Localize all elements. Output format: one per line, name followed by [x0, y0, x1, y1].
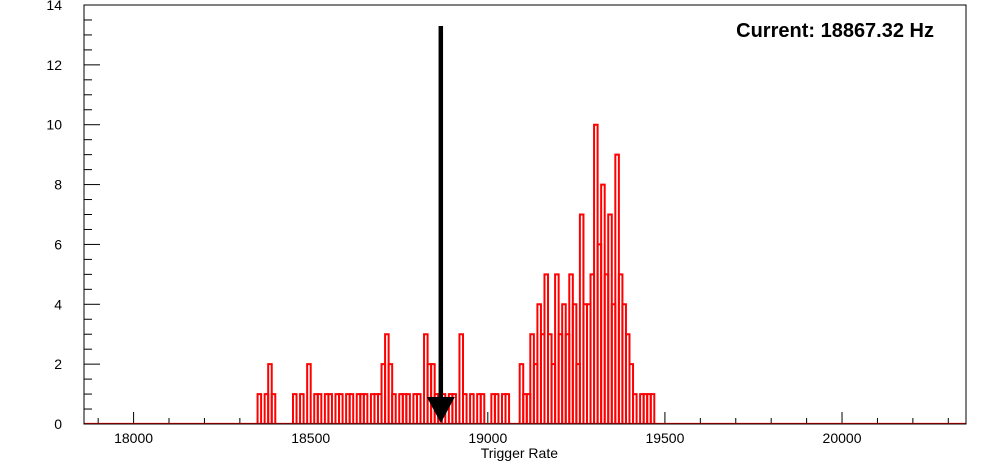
x-tick-label: 19500	[645, 430, 684, 446]
histogram-bar	[291, 393, 298, 424]
y-tick-label: 12	[46, 57, 62, 73]
histogram-bar	[649, 393, 656, 424]
histogram-bar	[270, 393, 277, 424]
x-tick-label: 20000	[823, 430, 862, 446]
x-tick-label: 18500	[291, 430, 330, 446]
y-axis-tick-labels: 0 2 4 6 8 10 12 14	[46, 0, 62, 432]
marker-arrow-head	[426, 397, 455, 423]
y-tick-label: 4	[54, 296, 62, 312]
histogram-bar	[299, 393, 305, 424]
histogram-bar	[391, 393, 397, 424]
histogram-bar	[451, 393, 457, 424]
x-axis-tick-labels: 18000 18500 19000 19500 20000	[114, 430, 862, 446]
y-tick-label: 14	[46, 0, 62, 13]
histogram-bar	[256, 393, 263, 424]
histogram-bar	[348, 393, 355, 424]
histogram-series	[84, 123, 966, 425]
histogram-bar	[362, 393, 369, 424]
current-rate-marker	[426, 25, 455, 423]
histogram-bar	[405, 393, 411, 424]
x-tick-label: 19000	[468, 430, 507, 446]
histogram-bar	[458, 333, 465, 424]
current-rate-annotation: Current: 18867.32 Hz	[736, 20, 934, 42]
x-axis-label: Trigger Rate	[481, 445, 559, 461]
y-tick-label: 6	[54, 236, 62, 252]
histogram-bar	[479, 393, 486, 424]
histogram-bar	[338, 393, 344, 424]
histogram-bar	[306, 363, 312, 424]
y-tick-label: 10	[46, 117, 62, 133]
histogram-bar	[327, 393, 333, 424]
plot-frame	[83, 4, 967, 425]
y-tick-label: 8	[54, 177, 62, 193]
histogram-bar	[316, 393, 323, 424]
histogram-bar	[493, 393, 500, 424]
histogram-bar	[462, 393, 468, 424]
y-tick-label: 0	[54, 416, 62, 432]
y-tick-label: 2	[54, 356, 62, 372]
histogram-bar	[469, 393, 475, 424]
y-axis-ticks	[84, 4, 100, 425]
histogram-bar	[632, 393, 638, 424]
histogram-bar	[415, 393, 422, 424]
histogram-bar	[504, 393, 511, 424]
x-tick-label: 18000	[114, 430, 153, 446]
